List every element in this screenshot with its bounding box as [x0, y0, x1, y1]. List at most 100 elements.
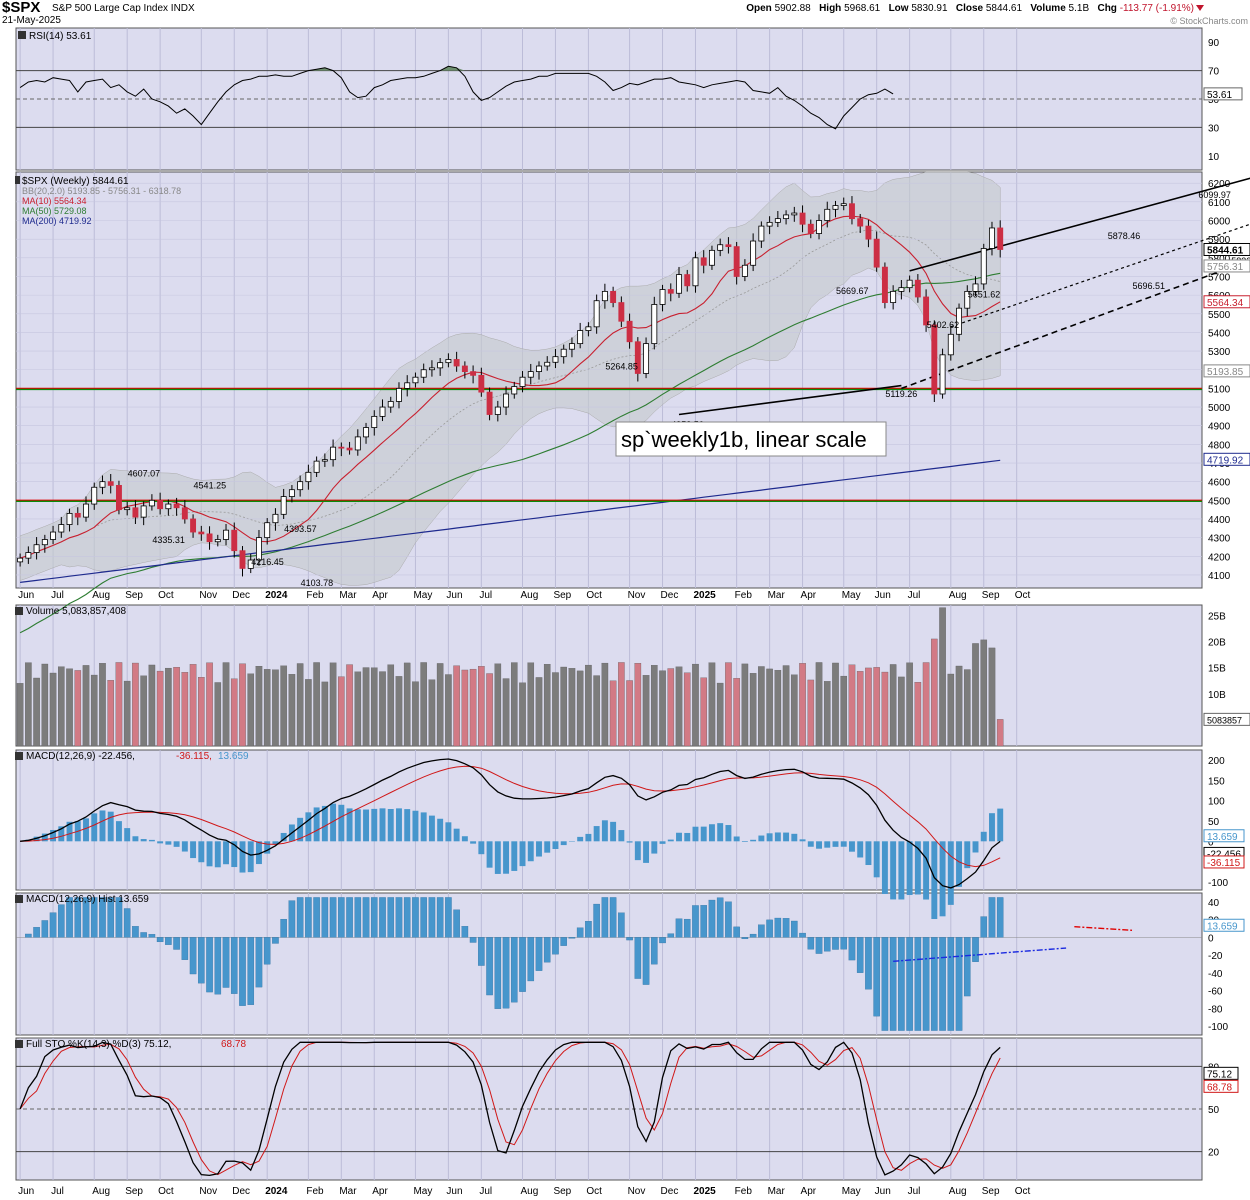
month-label: Jun — [875, 590, 891, 601]
hist-bar — [255, 937, 263, 988]
hist-title: MACD(12,26,9) Hist 13.659 — [26, 894, 149, 905]
volume-bar — [799, 663, 806, 747]
candle — [783, 214, 790, 220]
candle — [807, 223, 814, 234]
macd-hist-bar — [956, 841, 962, 887]
price-tick-label: 5700 — [1208, 272, 1231, 283]
macd-hist-bar — [601, 820, 608, 842]
volume-bar — [972, 643, 979, 747]
macd-hist-bar — [626, 841, 633, 843]
hist-bar — [651, 937, 658, 965]
hist-bar — [148, 934, 156, 938]
macd-hist-bar — [519, 841, 526, 867]
volume-bar — [420, 662, 427, 747]
macd-hist-bar — [527, 841, 534, 862]
macd-tick-label: 200 — [1208, 756, 1225, 767]
volume-bar — [807, 679, 815, 747]
candle — [700, 257, 707, 266]
price-right-label-box — [1203, 452, 1250, 466]
volume-bar — [675, 666, 683, 747]
volume-bar — [354, 671, 362, 747]
hist-bar — [741, 937, 749, 940]
price-tick-label: 6000 — [1208, 217, 1231, 228]
macd-hist-bar — [536, 841, 542, 857]
macd-hist-bar — [651, 841, 658, 854]
candle — [552, 356, 559, 363]
hist-bar — [823, 937, 831, 952]
hist-bar — [354, 897, 362, 938]
volume-bar — [955, 665, 963, 747]
macd-hist-bar — [906, 841, 913, 895]
candle — [667, 289, 674, 294]
month-label: May — [842, 1186, 861, 1197]
macd-hist-bar — [190, 841, 197, 859]
hist-bar — [181, 937, 189, 960]
macd-hist-bar — [41, 833, 48, 842]
close-label: Close — [955, 3, 984, 14]
month-label: Jul — [51, 1186, 64, 1197]
volume-bar — [725, 662, 732, 747]
price-annotation: 5119.26 — [885, 389, 917, 399]
candle — [321, 459, 328, 462]
rsi-last-box — [1203, 87, 1243, 101]
hist-bar — [716, 897, 724, 938]
volume-bar — [140, 675, 147, 747]
hist-bar — [239, 937, 246, 1006]
candle — [280, 496, 287, 515]
month-label: Feb — [735, 1186, 753, 1197]
volume-panel-icon — [15, 607, 23, 615]
price-annotation: 4393.57 — [284, 524, 317, 534]
price-tick-label: 6100 — [1208, 198, 1231, 209]
volume-bar — [461, 669, 469, 747]
volume-bar — [436, 663, 444, 747]
month-label: Jul — [479, 1186, 492, 1197]
hist-bar — [692, 905, 699, 938]
macd-hist-bar — [272, 841, 279, 845]
macd-hist-bar — [503, 841, 510, 874]
hist-bar — [41, 920, 49, 938]
month-label: Aug — [949, 1186, 967, 1197]
month-label: Jul — [479, 590, 492, 601]
candle — [560, 348, 567, 358]
candle — [461, 365, 468, 373]
candle — [83, 503, 89, 518]
candle — [849, 203, 855, 220]
macd-hist-bar — [239, 841, 246, 873]
month-label: Dec — [661, 1186, 679, 1197]
month-label: Feb — [735, 590, 753, 601]
macd-hist-bar — [832, 841, 839, 847]
volume-bar — [511, 662, 518, 747]
macd-hist-bar — [206, 841, 213, 867]
macd-hist-bar — [470, 841, 477, 844]
candle — [107, 481, 114, 486]
volume-bar — [263, 669, 271, 747]
hist-bar — [873, 937, 880, 1017]
candle — [964, 290, 971, 309]
hist-bar — [296, 897, 304, 938]
price-tick-label: 5300 — [1208, 347, 1231, 358]
hist-tick-label: -40 — [1208, 969, 1223, 980]
volume-bar — [898, 676, 905, 747]
chg-label: Chg — [1097, 3, 1117, 14]
hist-bar — [74, 897, 82, 938]
volume-bar — [791, 674, 798, 747]
candle — [733, 246, 740, 277]
hist-bar — [749, 933, 757, 938]
macd-hist-bar — [552, 841, 559, 849]
candle — [577, 330, 584, 345]
macd-hist-bar — [659, 841, 666, 844]
macd-hist-bar — [231, 841, 238, 868]
candle — [865, 225, 872, 240]
open-value: 5902.88 — [774, 3, 811, 14]
candle — [272, 513, 279, 524]
macd-hist-bar — [700, 826, 707, 842]
month-label: Jul — [908, 1186, 921, 1197]
month-label: Nov — [628, 1186, 646, 1197]
candle — [412, 376, 419, 384]
hist-tick-label: 40 — [1208, 898, 1220, 909]
candle — [568, 343, 575, 350]
macd-hist-bar — [964, 841, 971, 869]
macd-hist-bar — [404, 809, 411, 842]
candle — [816, 220, 822, 234]
month-label: Nov — [628, 590, 646, 601]
